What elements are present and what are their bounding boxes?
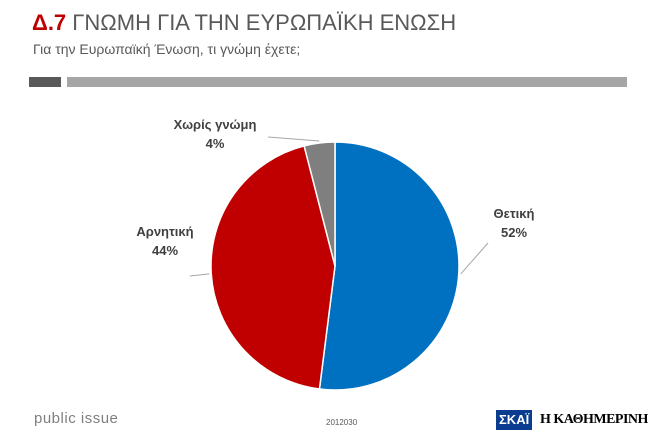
pie-label-value: 52% <box>500 225 528 240</box>
question-subtitle: Για την Ευρωπαϊκή Ένωση, τι γνώμη έχετε; <box>33 41 301 57</box>
pie-label-name: Θετική <box>493 206 535 221</box>
kathimerini-logo: Η ΚΑΘΗΜΕΡΙΝΗ <box>540 412 648 427</box>
question-title: ΓΝΩΜΗ ΓΙΑ ΤΗΝ ΕΥΡΩΠΑΪΚΗ ΕΝΩΣΗ <box>72 10 457 35</box>
pie-label-0: Θετική 52% <box>474 204 554 242</box>
skai-logo: ΣΚΑΪ <box>496 410 533 430</box>
page-title: Δ.7 ΓΝΩΜΗ ΓΙΑ ΤΗΝ ΕΥΡΩΠΑΪΚΗ ΕΝΩΣΗ <box>32 10 456 36</box>
survey-code: 2012030 <box>326 418 358 427</box>
pie-slice-1 <box>210 144 336 390</box>
leader-line-0 <box>460 242 489 275</box>
pie-label-1: Αρνητική 44% <box>120 222 210 260</box>
brand-logo: public issue <box>34 410 119 427</box>
question-code: Δ.7 <box>32 10 67 35</box>
divider-dark <box>29 77 61 87</box>
leader-line-2 <box>267 136 320 142</box>
pie-label-2: Χωρίς γνώμη 4% <box>150 115 280 153</box>
leader-line-1 <box>189 273 210 277</box>
pie-slice-0 <box>318 141 460 391</box>
pie-label-value: 44% <box>151 243 179 258</box>
pie-slice-2 <box>303 141 336 267</box>
pie-label-name: Χωρίς γνώμη <box>173 117 257 132</box>
pie-label-name: Αρνητική <box>136 224 194 239</box>
pie-label-value: 4% <box>205 136 225 151</box>
divider-light <box>67 77 627 87</box>
